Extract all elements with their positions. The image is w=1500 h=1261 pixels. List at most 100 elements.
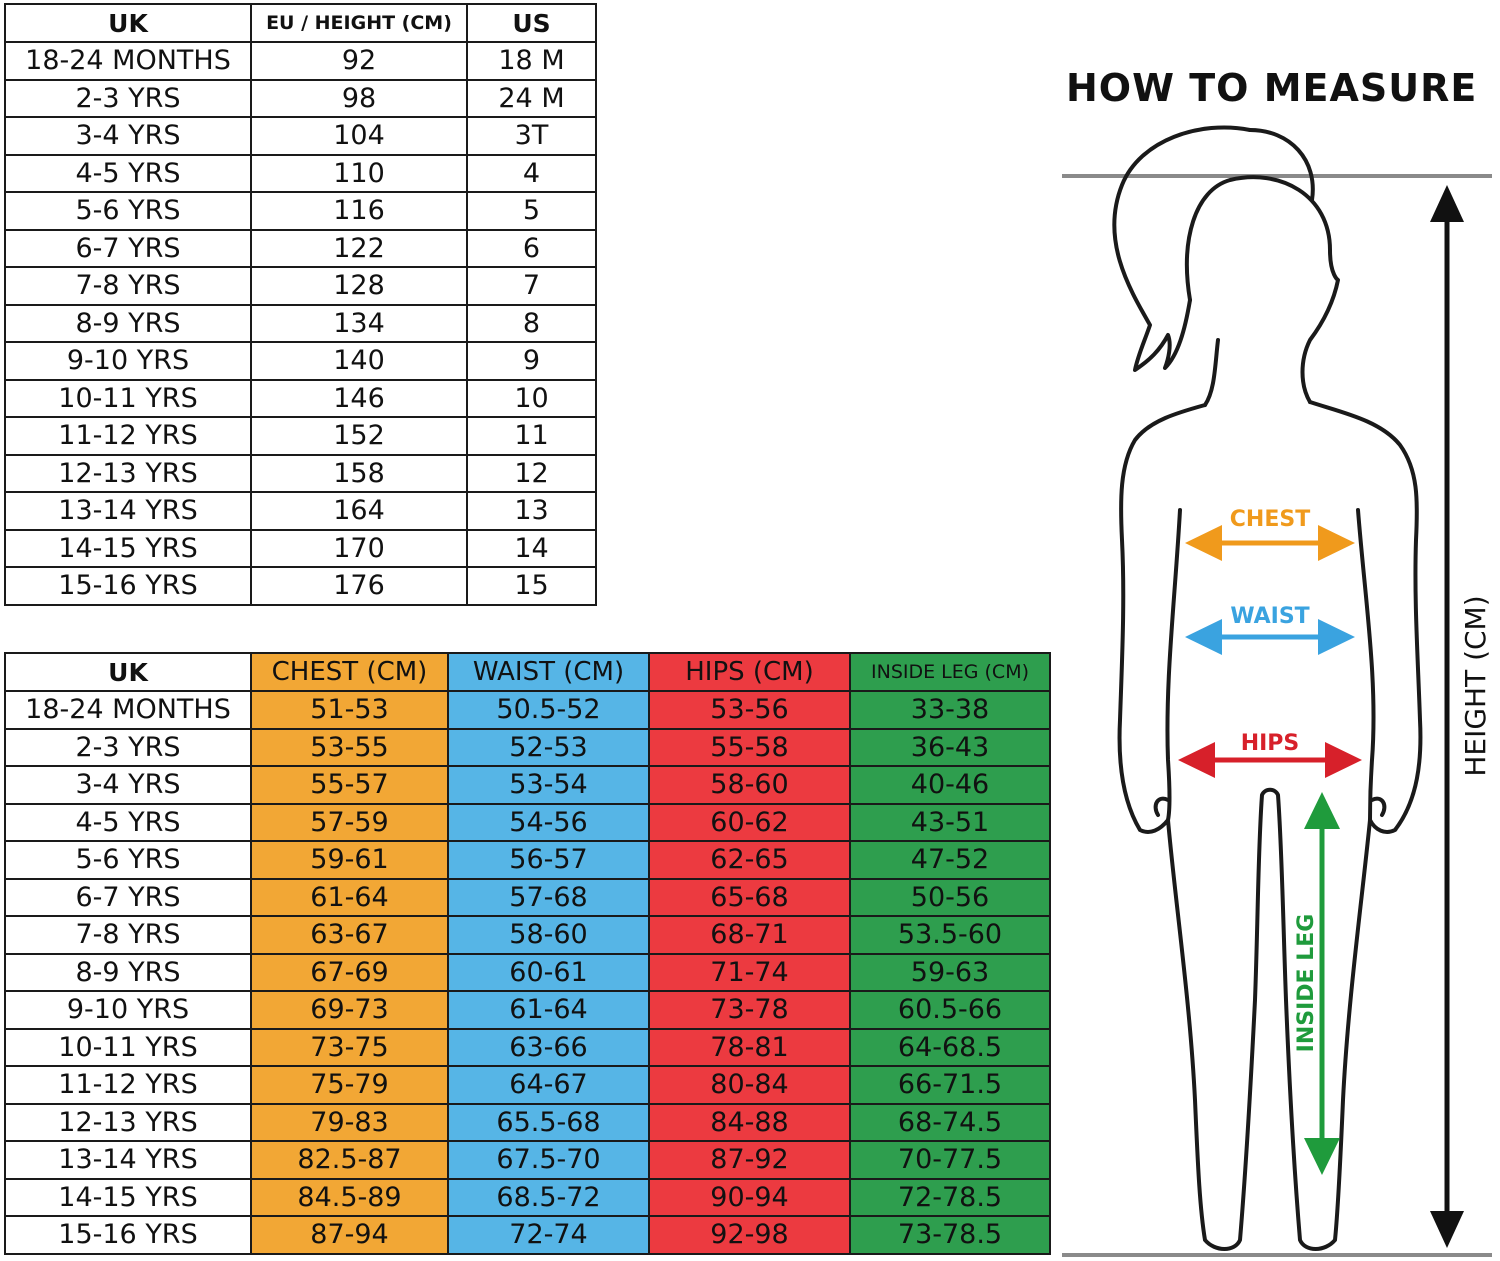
table-row: 5-6 YRS 116 5 (4, 191, 597, 231)
table-row: 10-11 YRS 146 10 (4, 378, 597, 418)
measure-cell-inside-leg: 60.5-66 (849, 990, 1051, 1030)
measure-cell-chest: 82.5-87 (250, 1140, 449, 1180)
size-cell-eu-height: 104 (250, 116, 468, 156)
hips-label: HIPS (1241, 731, 1300, 756)
table-row: 4-5 YRS 57-59 54-56 60-62 43-51 (4, 802, 1051, 842)
measure-cell-waist: 72-74 (447, 1215, 650, 1255)
table-row: 4-5 YRS 110 4 (4, 153, 597, 193)
measure-cell-inside-leg: 59-63 (849, 952, 1051, 992)
size-cell-us: 7 (466, 266, 597, 306)
measure-cell-uk: 8-9 YRS (4, 952, 252, 992)
measure-cell-hips: 87-92 (648, 1140, 851, 1180)
measure-cell-hips: 55-58 (648, 727, 851, 767)
size-cell-eu-height: 158 (250, 453, 468, 493)
size-cell-us: 10 (466, 378, 597, 418)
measure-cell-inside-leg: 66-71.5 (849, 1065, 1051, 1105)
measure-table-header-hips: HIPS (CM) (648, 652, 851, 692)
size-cell-eu-height: 176 (250, 566, 468, 606)
measure-cell-inside-leg: 53.5-60 (849, 915, 1051, 955)
measure-cell-chest: 84.5-89 (250, 1177, 449, 1217)
height-label: HEIGHT (CM) (1459, 595, 1492, 776)
measure-cell-chest: 69-73 (250, 990, 449, 1030)
measure-cell-uk: 9-10 YRS (4, 990, 252, 1030)
size-cell-eu-height: 98 (250, 78, 468, 118)
size-cell-eu-height: 146 (250, 378, 468, 418)
size-table-header-row: UK EU / HEIGHT (CM) US (4, 3, 597, 43)
hips-arrow-icon (1178, 742, 1362, 778)
table-row: 3-4 YRS 55-57 53-54 58-60 40-46 (4, 765, 1051, 805)
table-row: 8-9 YRS 134 8 (4, 303, 597, 343)
measure-cell-waist: 68.5-72 (447, 1177, 650, 1217)
measure-table-body: 18-24 MONTHS 51-53 50.5-52 53-56 33-38 2-3 YR… (4, 690, 1051, 1255)
size-cell-us: 9 (466, 341, 597, 381)
measure-cell-chest: 79-83 (250, 1102, 449, 1142)
size-cell-uk: 15-16 YRS (4, 566, 252, 606)
body-measurements-table: UK CHEST (CM) WAIST (CM) HIPS (CM) INSID… (4, 652, 1051, 1255)
measure-cell-hips: 73-78 (648, 990, 851, 1030)
size-cell-eu-height: 134 (250, 303, 468, 343)
size-cell-uk: 4-5 YRS (4, 153, 252, 193)
measure-cell-uk: 3-4 YRS (4, 765, 252, 805)
size-cell-eu-height: 140 (250, 341, 468, 381)
size-cell-uk: 11-12 YRS (4, 416, 252, 456)
measure-table-header-waist: WAIST (CM) (447, 652, 650, 692)
measure-cell-waist: 56-57 (447, 840, 650, 880)
inside-leg-arrow-icon (1304, 792, 1340, 1175)
measure-cell-chest: 53-55 (250, 727, 449, 767)
size-cell-us: 15 (466, 566, 597, 606)
how-to-measure-title: HOW TO MEASURE (1066, 66, 1478, 110)
table-row: 2-3 YRS 98 24 M (4, 78, 597, 118)
table-row: 18-24 MONTHS 51-53 50.5-52 53-56 33-38 (4, 690, 1051, 730)
child-silhouette-icon (1112, 125, 1423, 1251)
measure-table-header-uk: UK (4, 652, 252, 692)
size-cell-eu-height: 92 (250, 41, 468, 81)
measure-cell-inside-leg: 50-56 (849, 877, 1051, 917)
measure-cell-hips: 92-98 (648, 1215, 851, 1255)
measure-cell-chest: 57-59 (250, 802, 449, 842)
measure-cell-hips: 71-74 (648, 952, 851, 992)
measure-cell-inside-leg: 73-78.5 (849, 1215, 1051, 1255)
size-cell-us: 11 (466, 416, 597, 456)
size-cell-uk: 14-15 YRS (4, 528, 252, 568)
size-cell-uk: 12-13 YRS (4, 453, 252, 493)
table-row: 2-3 YRS 53-55 52-53 55-58 36-43 (4, 727, 1051, 767)
measure-cell-waist: 61-64 (447, 990, 650, 1030)
measure-cell-hips: 68-71 (648, 915, 851, 955)
size-table-header-eu-height: EU / HEIGHT (CM) (250, 3, 468, 43)
table-row: 6-7 YRS 61-64 57-68 65-68 50-56 (4, 877, 1051, 917)
size-cell-uk: 8-9 YRS (4, 303, 252, 343)
measure-cell-uk: 13-14 YRS (4, 1140, 252, 1180)
size-cell-eu-height: 152 (250, 416, 468, 456)
measure-cell-waist: 65.5-68 (447, 1102, 650, 1142)
measurement-diagram: HEIGHT (CM) CHEST WAIST HIPS INSIDE LEG (1062, 125, 1492, 1257)
measure-cell-uk: 6-7 YRS (4, 877, 252, 917)
measure-cell-waist: 57-68 (447, 877, 650, 917)
table-row: 12-13 YRS 79-83 65.5-68 84-88 68-74.5 (4, 1102, 1051, 1142)
measure-cell-chest: 55-57 (250, 765, 449, 805)
table-row: 7-8 YRS 63-67 58-60 68-71 53.5-60 (4, 915, 1051, 955)
table-row: 11-12 YRS 75-79 64-67 80-84 66-71.5 (4, 1065, 1051, 1105)
measure-cell-chest: 63-67 (250, 915, 449, 955)
size-cell-uk: 7-8 YRS (4, 266, 252, 306)
measure-cell-inside-leg: 70-77.5 (849, 1140, 1051, 1180)
size-cell-us: 13 (466, 491, 597, 531)
size-cell-us: 12 (466, 453, 597, 493)
measure-cell-chest: 67-69 (250, 952, 449, 992)
measure-cell-uk: 18-24 MONTHS (4, 690, 252, 730)
measure-cell-inside-leg: 33-38 (849, 690, 1051, 730)
measure-cell-waist: 52-53 (447, 727, 650, 767)
measure-cell-hips: 62-65 (648, 840, 851, 880)
table-row: 9-10 YRS 140 9 (4, 341, 597, 381)
size-cell-eu-height: 116 (250, 191, 468, 231)
measure-cell-uk: 12-13 YRS (4, 1102, 252, 1142)
measure-cell-uk: 11-12 YRS (4, 1065, 252, 1105)
measure-cell-inside-leg: 72-78.5 (849, 1177, 1051, 1217)
table-row: 13-14 YRS 82.5-87 67.5-70 87-92 70-77.5 (4, 1140, 1051, 1180)
size-cell-eu-height: 128 (250, 266, 468, 306)
size-cell-uk: 5-6 YRS (4, 191, 252, 231)
measure-table-header-chest: CHEST (CM) (250, 652, 449, 692)
measure-cell-uk: 10-11 YRS (4, 1027, 252, 1067)
inside-leg-label: INSIDE LEG (1294, 914, 1319, 1053)
measure-cell-hips: 78-81 (648, 1027, 851, 1067)
measure-cell-chest: 61-64 (250, 877, 449, 917)
